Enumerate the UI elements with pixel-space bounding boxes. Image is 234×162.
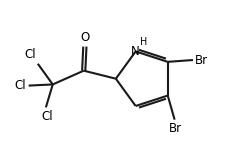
Text: Br: Br — [195, 53, 208, 67]
Text: O: O — [80, 31, 89, 44]
Text: H: H — [140, 37, 147, 47]
Text: Cl: Cl — [41, 110, 53, 123]
Text: Br: Br — [169, 122, 182, 135]
Text: N: N — [131, 45, 140, 58]
Text: Cl: Cl — [24, 48, 36, 62]
Text: Cl: Cl — [15, 79, 26, 92]
